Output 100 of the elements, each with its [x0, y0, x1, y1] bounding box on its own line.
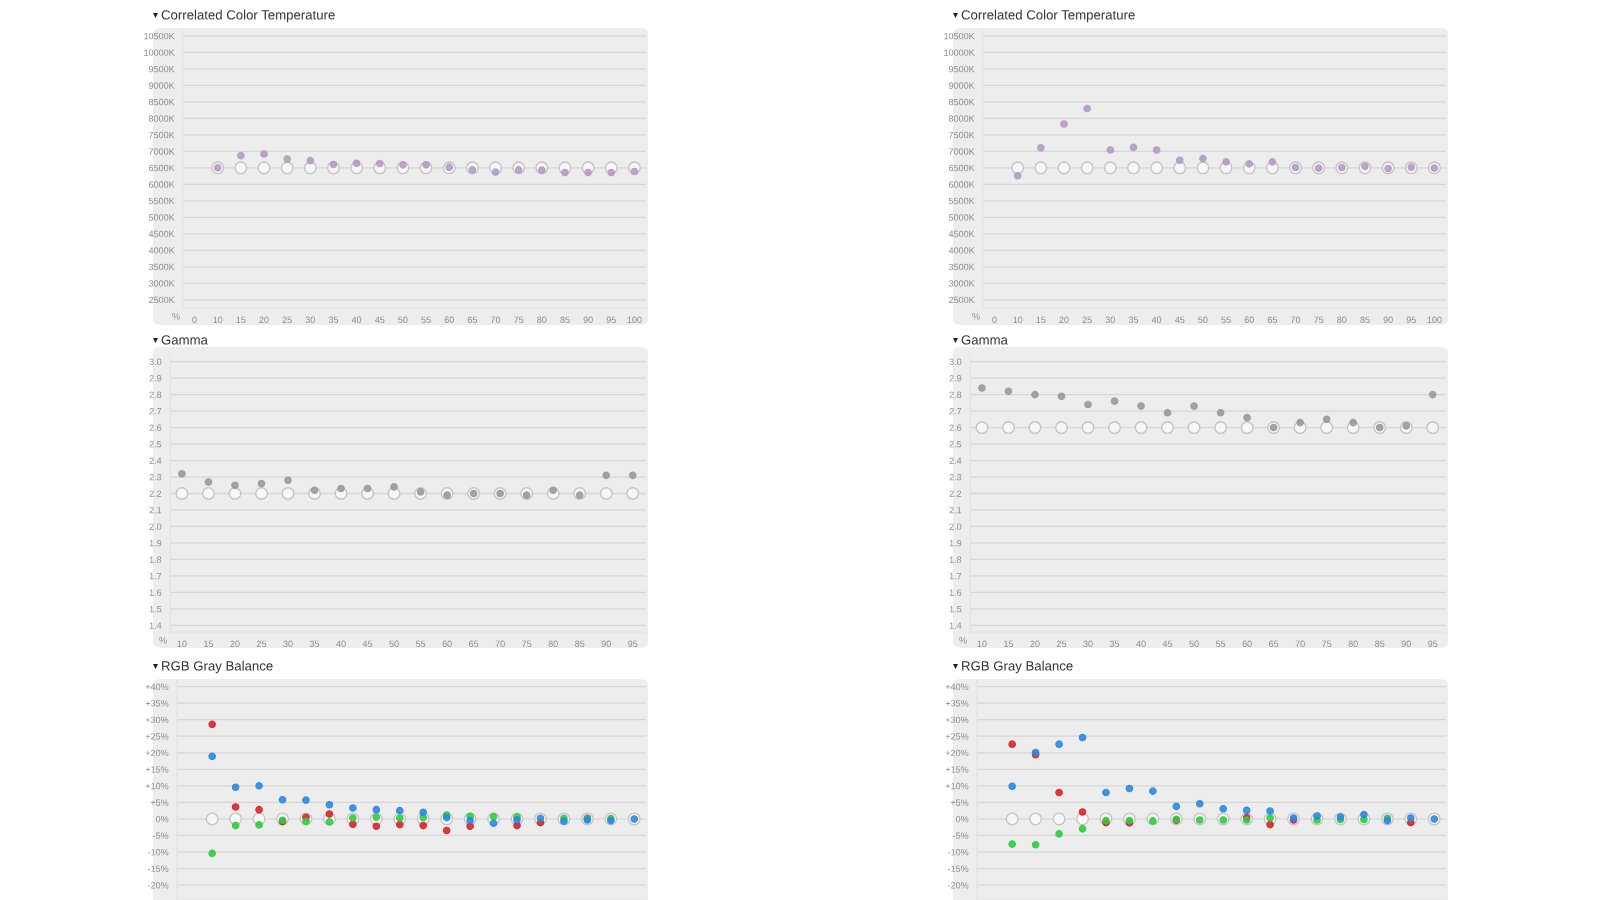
x-tick-label: 35	[309, 640, 320, 647]
y-tick-label: 9000K	[948, 82, 975, 89]
y-tick-label: +25%	[145, 733, 169, 740]
y-tick-label: 2.7	[949, 408, 962, 415]
x-tick-label: 70	[1295, 640, 1305, 647]
x-tick-label: 50	[398, 316, 408, 323]
y-tick-label: 2.5	[949, 441, 962, 448]
x-tick-label: 90	[1401, 640, 1411, 647]
x-tick-label: 25	[1056, 640, 1067, 647]
y-tick-label: 1.4	[949, 622, 962, 629]
y-tick-label: 2.2	[149, 490, 162, 497]
y-tick-label: 2.4	[149, 457, 162, 464]
x-tick-label: 30	[1105, 316, 1115, 323]
x-tick-label: 85	[575, 640, 585, 647]
y-tick-label: 9000K	[148, 82, 175, 89]
x-tick-label: 50	[1198, 316, 1208, 323]
y-tick-label: 4000K	[148, 247, 175, 254]
y-tick-label: +20%	[945, 749, 969, 757]
y-tick-label: -5%	[153, 832, 169, 839]
y-tick-label: 2.8	[149, 391, 162, 398]
y-tick-label: 3500K	[948, 263, 975, 271]
x-tick-label: 40	[351, 316, 362, 323]
x-tick-label: 45	[1162, 640, 1173, 647]
x-tick-label: 10	[1013, 316, 1023, 323]
x-tick-label: 100	[1427, 316, 1442, 323]
x-tick-label: 90	[583, 316, 593, 323]
x-tick-label: 35	[328, 316, 339, 323]
y-tick-label: 1.7	[149, 573, 162, 580]
y-tick-label: -10%	[147, 849, 169, 856]
x-axis-title: %	[159, 637, 167, 644]
chart-title: Correlated Color Temperature	[961, 9, 1135, 23]
y-tick-label: 10000K	[944, 49, 975, 56]
y-tick-label: +30%	[945, 716, 969, 724]
x-tick-label: 45	[1174, 316, 1185, 323]
y-tick-label: -5%	[953, 832, 969, 839]
y-tick-label: 1.4	[149, 622, 162, 629]
y-tick-label: 9500K	[948, 65, 975, 73]
x-tick-label: 10	[213, 316, 223, 323]
x-tick-label: 95	[1406, 316, 1416, 323]
x-tick-label: 65	[467, 316, 478, 323]
y-tick-label: 9500K	[148, 65, 175, 73]
x-tick-label: 15	[1036, 316, 1046, 323]
y-tick-label: 3000K	[948, 280, 975, 287]
y-tick-label: 2.0	[949, 523, 962, 530]
y-tick-label: 2.6	[949, 424, 962, 431]
y-tick-label: 2.4	[949, 457, 962, 464]
y-tick-label: +25%	[945, 733, 969, 740]
chart-title: Correlated Color Temperature	[161, 9, 335, 23]
y-tick-label: 4500K	[148, 230, 175, 238]
x-tick-label: 75	[514, 316, 524, 323]
y-tick-label: -20%	[947, 882, 969, 889]
x-tick-label: 45	[374, 316, 385, 323]
x-tick-label: 75	[1322, 640, 1332, 647]
y-tick-label: 2.3	[149, 473, 162, 481]
y-tick-label: 8000K	[148, 115, 175, 122]
x-tick-label: 0	[192, 316, 197, 323]
x-tick-label: 95	[606, 316, 616, 323]
y-tick-label: 6500K	[949, 164, 975, 172]
y-tick-label: 10500K	[144, 32, 175, 40]
y-tick-label: 7000K	[149, 148, 175, 155]
x-tick-label: 10	[977, 640, 987, 647]
y-tick-label: 10000K	[144, 49, 175, 56]
chart-title: RGB Gray Balance	[162, 660, 273, 674]
y-tick-label: 1.7	[949, 573, 962, 580]
y-tick-label: -10%	[947, 849, 969, 856]
x-tick-label: 20	[1059, 316, 1069, 323]
x-tick-label: 55	[415, 640, 426, 647]
x-tick-label: 65	[469, 640, 479, 647]
y-tick-label: 1.8	[149, 556, 162, 563]
x-tick-label: 25	[256, 640, 267, 647]
y-tick-label: 3.0	[949, 358, 962, 365]
y-tick-label: 6500K	[149, 164, 175, 172]
x-tick-label: 70	[1290, 316, 1301, 323]
y-tick-label: 5000K	[148, 214, 175, 221]
y-tick-label: 1.8	[949, 556, 962, 563]
x-tick-label: 20	[1030, 640, 1040, 647]
y-tick-label: 0%	[155, 815, 169, 823]
x-axis-title: %	[959, 637, 967, 644]
x-tick-label: 15	[204, 640, 214, 647]
y-tick-label: 2.8	[949, 391, 962, 398]
x-tick-label: 80	[537, 316, 547, 323]
y-tick-label: 6000K	[149, 181, 175, 188]
x-tick-label: 30	[1083, 640, 1093, 647]
y-tick-label: 8500K	[948, 98, 975, 106]
y-tick-label: 2.0	[149, 523, 162, 530]
y-tick-label: 7500K	[949, 131, 975, 139]
x-tick-label: 30	[283, 640, 293, 647]
x-tick-label: 0	[992, 316, 997, 323]
y-tick-label: +5%	[150, 799, 169, 806]
y-tick-label: 2.6	[149, 424, 162, 431]
x-tick-label: 10	[177, 640, 187, 647]
y-tick-label: -15%	[147, 865, 169, 872]
x-tick-label: 65	[1269, 640, 1279, 647]
x-tick-label: 60	[442, 640, 452, 647]
y-tick-label: 2.1	[949, 506, 962, 514]
x-tick-label: 75	[1314, 316, 1324, 323]
x-tick-label: 70	[495, 640, 505, 647]
x-tick-label: 15	[236, 316, 246, 323]
x-tick-label: 85	[1375, 640, 1385, 647]
y-tick-label: +10%	[945, 782, 969, 790]
